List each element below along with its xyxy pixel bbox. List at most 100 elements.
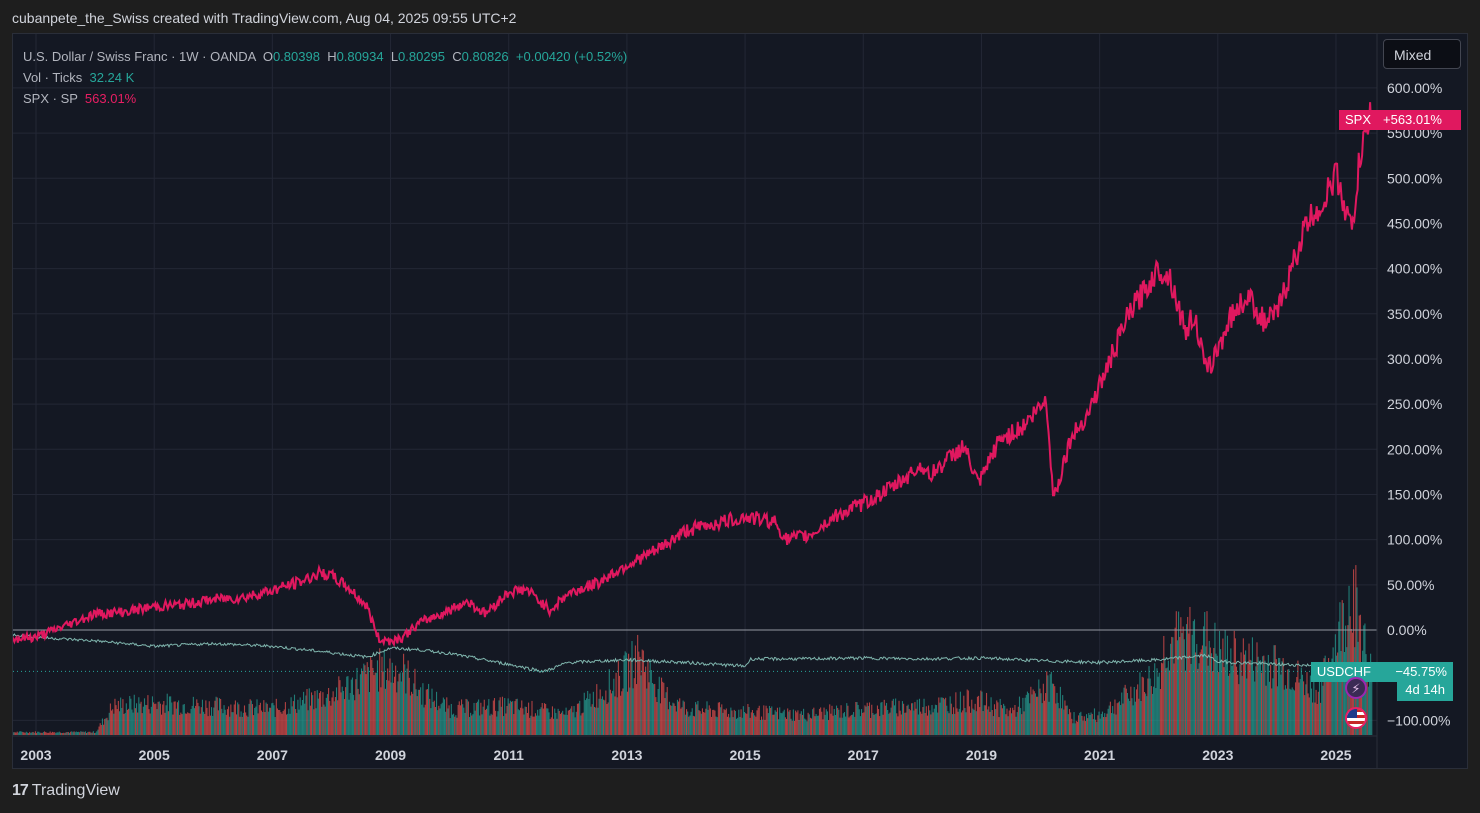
spx-symbol-tag: SPX xyxy=(1338,110,1377,130)
volume-bar xyxy=(532,716,534,735)
volume-bar xyxy=(212,715,214,735)
volume-bar xyxy=(187,712,189,735)
lightning-icon[interactable]: ⚡ xyxy=(1345,677,1367,699)
volume-bar xyxy=(1272,678,1274,735)
volume-bar xyxy=(890,707,892,735)
volume-bar xyxy=(1153,686,1155,735)
volume-bar xyxy=(163,701,165,735)
volume-bar xyxy=(304,703,306,735)
volume-bar xyxy=(266,703,268,735)
volume-bar xyxy=(1212,671,1214,735)
volume-bar xyxy=(473,702,475,735)
volume-bar xyxy=(224,709,226,735)
volume-bar xyxy=(265,702,267,735)
volume-bar xyxy=(524,706,526,735)
volume-bar xyxy=(583,692,585,735)
volume-bar xyxy=(491,714,493,735)
volume-bar xyxy=(791,720,793,735)
chart-svg[interactable]: 600.00%550.00%500.00%450.00%400.00%350.0… xyxy=(13,34,1468,769)
volume-bar xyxy=(151,696,154,735)
volume-bar xyxy=(1101,711,1103,735)
volume-bar xyxy=(895,698,897,735)
volume-bar xyxy=(79,732,81,735)
volume-bar xyxy=(257,713,259,735)
volume-bar xyxy=(109,703,111,735)
volume-bar xyxy=(1175,611,1177,735)
volume-bar xyxy=(49,731,51,735)
volume-bar xyxy=(909,710,911,735)
volume-bar xyxy=(458,701,460,735)
volume-bar xyxy=(229,716,231,735)
volume-bar xyxy=(643,671,646,735)
volume-bar xyxy=(478,699,480,735)
volume-bar xyxy=(984,705,986,735)
volume-bar xyxy=(181,714,183,735)
volume-bar xyxy=(554,708,556,735)
volume-bar xyxy=(518,710,521,735)
symbol-title[interactable]: U.S. Dollar / Swiss Franc · 1W · OANDA xyxy=(23,49,256,64)
volume-bar xyxy=(1009,707,1011,735)
volume-bar xyxy=(1217,672,1219,735)
scale-mode-button[interactable]: Mixed xyxy=(1383,39,1461,69)
volume-bar xyxy=(123,714,125,735)
volume-bar xyxy=(1037,696,1039,735)
volume-bar xyxy=(793,720,796,735)
tradingview-logo[interactable]: 17 TradingView xyxy=(12,782,120,800)
volume-bar xyxy=(255,706,257,735)
volume-bar xyxy=(1008,710,1010,735)
volume-bar xyxy=(716,717,718,735)
volume-bar xyxy=(447,708,449,735)
volume-bar xyxy=(82,731,84,735)
volume-bar xyxy=(1333,675,1335,735)
volume-bar xyxy=(734,710,736,735)
volume-bar xyxy=(821,711,823,735)
volume-bar xyxy=(1192,621,1194,735)
volume-bar xyxy=(592,691,594,735)
chart-legend: U.S. Dollar / Swiss Franc · 1W · OANDA O… xyxy=(23,46,627,109)
chart-area[interactable]: 600.00% 550.00% 500.00% 450.00% 400.00% 350.0… xyxy=(12,33,1468,769)
volume-bar xyxy=(1296,677,1298,735)
volume-bar xyxy=(326,694,329,735)
volume-bar xyxy=(746,713,748,735)
volume-bar xyxy=(1159,689,1161,735)
volume-bar xyxy=(1316,703,1318,735)
volume-bar xyxy=(1129,701,1131,735)
volume-label[interactable]: Vol · Ticks xyxy=(23,70,83,85)
volume-bar xyxy=(1275,659,1277,735)
volume-bar xyxy=(1089,714,1091,735)
volume-bar xyxy=(1155,688,1157,735)
volume-bar xyxy=(1253,671,1255,735)
volume-bar xyxy=(225,714,227,735)
volume-bar xyxy=(787,708,789,735)
volume-bar xyxy=(476,701,479,735)
volume-bar xyxy=(788,711,790,735)
volume-bar xyxy=(412,693,414,735)
chart-caption: cubanpete_the_Swiss created with Trading… xyxy=(12,10,517,26)
volume-bar xyxy=(474,710,476,735)
us-flag-icon[interactable] xyxy=(1345,707,1367,729)
volume-bar xyxy=(809,717,811,735)
spx-label[interactable]: SPX · SP xyxy=(23,91,78,106)
volume-bar xyxy=(601,696,604,735)
volume-bar xyxy=(1167,660,1169,735)
volume-bar xyxy=(573,706,575,735)
volume-bar xyxy=(65,732,67,735)
volume-bar xyxy=(1276,686,1278,735)
volume-bar xyxy=(223,705,225,735)
volume-bar xyxy=(1210,653,1213,735)
volume-bar xyxy=(199,713,201,735)
volume-bar xyxy=(908,708,910,735)
volume-bar xyxy=(700,713,702,735)
volume-bar xyxy=(118,711,121,735)
volume-bar xyxy=(800,711,802,735)
volume-bar xyxy=(993,704,996,735)
volume-bar xyxy=(988,706,990,735)
volume-bar xyxy=(842,713,844,735)
volume-bar xyxy=(1298,682,1300,735)
volume-bar xyxy=(333,701,335,735)
volume-bar xyxy=(1288,668,1290,735)
volume-bar xyxy=(1218,630,1221,735)
volume-bar xyxy=(603,699,605,735)
change-value: +0.00420 (+0.52%) xyxy=(515,49,628,64)
volume-bar xyxy=(189,713,191,735)
